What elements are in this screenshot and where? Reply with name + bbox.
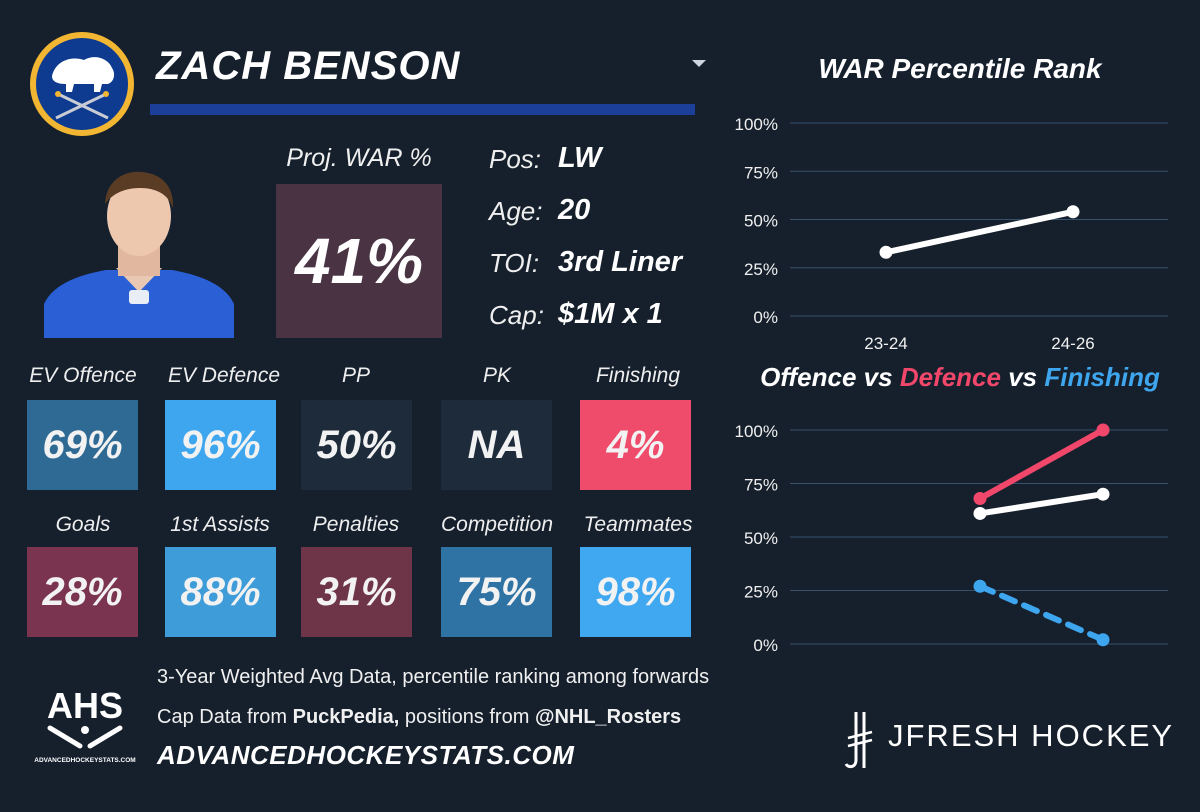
war-chart-y-tick-label: 75%: [744, 163, 778, 182]
stat-label-competition: Competition: [440, 513, 554, 536]
stat-box-ev-offence: 69%: [27, 400, 138, 490]
footer-sources: Cap Data from PuckPedia, positions from …: [157, 706, 681, 729]
war-chart-x-tick-label: 24-26: [1051, 334, 1094, 353]
ovd-title-finishing: Finishing: [1044, 362, 1160, 392]
war-chart-series-0-line: [883, 208, 1076, 256]
stat-box-competition: 75%: [441, 547, 552, 637]
ovd-title-offence: Offence: [760, 362, 856, 392]
site-url[interactable]: ADVANCEDHOCKEYSTATS.COM: [157, 740, 575, 770]
jfresh-logo-icon: [844, 712, 873, 769]
proj-war-label: Proj. WAR %: [286, 144, 432, 172]
ovd-chart-finishing-point: [1096, 633, 1110, 647]
war-chart-y-tick-label: 50%: [744, 212, 778, 231]
stat-label-pp: PP: [341, 364, 370, 387]
toi-value: 3rd Liner: [558, 246, 683, 278]
war-chart-y-tick-label: 25%: [744, 260, 778, 279]
stat-label-finishing: Finishing: [595, 364, 681, 387]
war-chart-y-tick-label: 100%: [735, 115, 778, 134]
stat-box-teammates: 98%: [580, 547, 691, 637]
stat-label-ev-offence: EV Offence: [29, 364, 137, 387]
ovd-title-defence: Defence: [900, 362, 1001, 392]
age-label: Age:: [489, 196, 543, 226]
footer-sources-middle: positions from: [399, 706, 535, 728]
pos-value: LW: [558, 142, 602, 174]
ahs-logo-icon: AHS ADVANCEDHOCKEYSTATS.COM: [34, 685, 135, 764]
stat-label-first-assists: 1st Assists: [170, 513, 270, 536]
stat-label-pk: PK: [482, 364, 511, 387]
war-chart-series-0-point: [1066, 205, 1080, 219]
stat-label-ev-defence: EV Defence: [167, 364, 281, 387]
ovd-title-vs-2: vs: [1001, 362, 1044, 392]
stat-box-ev-defence: 96%: [165, 400, 276, 490]
proj-war-value: 41%: [276, 184, 442, 338]
ovd-chart-y-tick-label: 50%: [744, 529, 778, 548]
ahs-logo-subtext: ADVANCEDHOCKEYSTATS.COM: [34, 757, 135, 764]
name-underline-bar: [150, 104, 695, 115]
stat-box-first-assists: 88%: [165, 547, 276, 637]
ovd-chart-defence-point: [1096, 423, 1110, 437]
ovd-chart-finishing-point: [973, 579, 987, 593]
stat-box-goals: 28%: [27, 547, 138, 637]
cap-label: Cap:: [489, 300, 544, 330]
stat-label-goals: Goals: [55, 513, 111, 536]
pos-label: Pos:: [489, 144, 542, 174]
war-chart-series-0-point: [879, 245, 893, 259]
stat-box-penalties: 31%: [301, 547, 412, 637]
ovd-chart-offence-point: [973, 506, 987, 520]
cap-value: $1M x 1: [558, 298, 663, 330]
stat-box-pk: NA: [441, 400, 552, 490]
war-chart-title: WAR Percentile Rank: [818, 53, 1103, 84]
stat-label-teammates: Teammates: [583, 513, 693, 536]
war-chart-x-tick-label: 23-24: [864, 334, 907, 353]
ovd-chart-defence-line: [977, 427, 1106, 502]
ovd-chart-y-tick-label: 75%: [744, 476, 778, 495]
war-percentile-chart: 100% 75% 50% 25% 0% 23-24 24-26: [735, 115, 1168, 353]
footer-source-puckpedia[interactable]: PuckPedia,: [292, 706, 400, 728]
buffalo-sabres-logo-icon: [30, 32, 134, 136]
war-chart-y-tick-label: 0%: [753, 308, 778, 327]
age-value: 20: [558, 194, 591, 226]
player-headshot: [44, 171, 234, 338]
footer-sources-prefix: Cap Data from: [157, 706, 293, 728]
jfresh-brand: JFRESH HOCKEY: [888, 718, 1175, 753]
stat-box-pp: 50%: [301, 400, 412, 490]
ovd-chart-offence-point: [1096, 487, 1110, 501]
chevron-down-icon[interactable]: [692, 60, 706, 67]
stat-box-finishing: 4%: [580, 400, 691, 490]
ovd-title-vs-1: vs: [856, 362, 899, 392]
ovd-chart-y-tick-label: 25%: [744, 583, 778, 602]
ahs-logo-text: AHS: [47, 685, 123, 726]
ovd-chart-y-tick-label: 0%: [753, 636, 778, 655]
footer-source-nhl-rosters[interactable]: @NHL_Rosters: [534, 706, 682, 728]
toi-label: TOI:: [489, 248, 540, 278]
ovd-chart-finishing-line: [977, 583, 1106, 643]
ovd-chart-offence-line: [977, 491, 1106, 517]
player-name: ZACH BENSON: [156, 44, 461, 88]
footer-note: 3-Year Weighted Avg Data, percentile ran…: [157, 666, 710, 688]
charts-svg: WAR Percentile Rank 100% 75% 50% 25% 0% 23-24…: [735, 53, 1168, 655]
ovd-chart-y-tick-label: 100%: [735, 422, 778, 441]
stat-label-penalties: Penalties: [312, 513, 400, 536]
ovd-chart-defence-point: [973, 491, 987, 505]
ovd-chart-title: Offence vs Defence vs Finishing: [760, 362, 1160, 392]
